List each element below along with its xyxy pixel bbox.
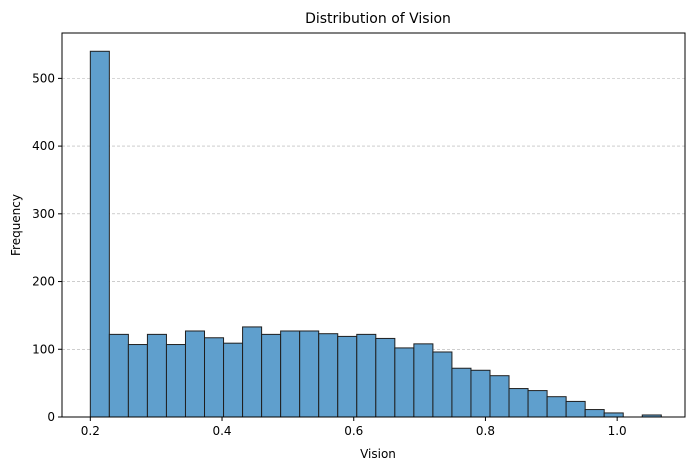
x-tick-label: 0.2 — [81, 424, 100, 438]
y-axis-ticks: 0 100 200 300 400 500 — [32, 71, 62, 424]
histogram-bars — [89, 50, 662, 418]
histogram-bar — [204, 337, 225, 418]
x-tick-label: 0.4 — [212, 424, 231, 438]
y-tick-label: 500 — [32, 71, 55, 85]
histogram-bar — [127, 344, 148, 418]
histogram-bar — [280, 330, 301, 418]
histogram-bar — [565, 400, 586, 418]
x-tick-label: 0.6 — [344, 424, 363, 438]
histogram-bar — [108, 333, 129, 418]
histogram-bar — [146, 333, 167, 418]
histogram-bar — [413, 343, 434, 418]
histogram-bar — [546, 396, 567, 418]
histogram-bar — [318, 333, 339, 418]
y-tick-label: 400 — [32, 139, 55, 153]
grid-lines — [62, 78, 685, 350]
histogram-bar — [527, 390, 548, 418]
histogram-bar — [375, 337, 396, 418]
y-axis-label: Frequency — [9, 194, 23, 256]
y-tick-label: 100 — [32, 342, 55, 356]
histogram-bar — [89, 50, 110, 418]
histogram-bar — [394, 347, 415, 418]
histogram-bar — [242, 326, 263, 418]
histogram-bar — [489, 375, 510, 418]
histogram-bar — [508, 388, 529, 418]
histogram-bar — [356, 333, 377, 418]
chart-title: Distribution of Vision — [305, 11, 451, 27]
y-tick-label: 200 — [32, 275, 55, 289]
histogram-bar — [603, 412, 624, 418]
plot-frame — [61, 32, 686, 418]
y-tick-label: 0 — [47, 410, 55, 424]
histogram-bar — [432, 351, 453, 418]
histogram-bar — [223, 342, 244, 418]
histogram-bar — [451, 367, 472, 418]
histogram-bar — [184, 330, 206, 418]
histogram-bar — [584, 409, 605, 418]
x-axis-ticks: 0.2 0.4 0.6 0.8 1.0 — [81, 417, 627, 438]
histogram-bar — [261, 333, 282, 418]
histogram-bar — [337, 335, 358, 418]
y-tick-label: 300 — [32, 207, 55, 221]
x-tick-label: 0.8 — [476, 424, 495, 438]
histogram-bar — [299, 330, 320, 418]
x-axis-label: Vision — [360, 447, 396, 461]
x-tick-label: 1.0 — [608, 424, 627, 438]
histogram-bar — [165, 344, 186, 418]
histogram-bar — [470, 369, 491, 418]
